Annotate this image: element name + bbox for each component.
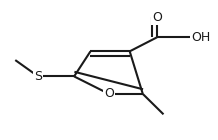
Text: O: O (152, 11, 162, 24)
Text: O: O (104, 87, 114, 100)
Text: OH: OH (191, 31, 210, 44)
Text: S: S (34, 70, 42, 83)
